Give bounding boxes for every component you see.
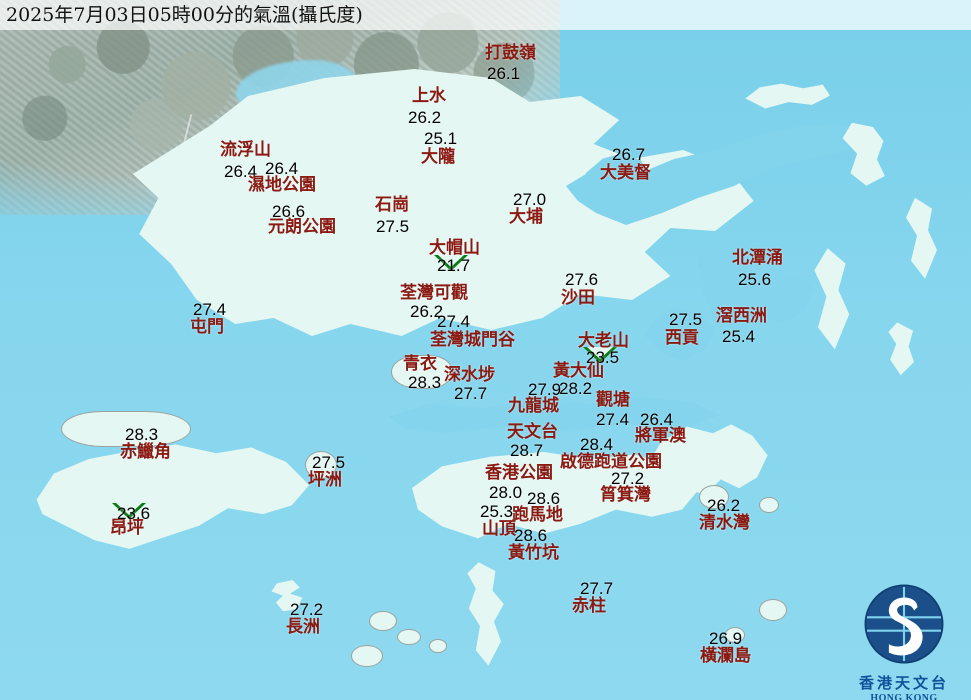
station-temperature-value: 27.5 [376,217,410,236]
station-name: 長洲 [286,617,320,637]
station-temperature-value: 23.6 [117,504,151,523]
station-temperature-value: 26.4 [224,162,258,181]
station-temperature-value: 26.4 [640,410,674,429]
hko-logo: 香港天文台 HONG KONG OBSERVATORY [841,582,967,700]
station-name: 打鼓嶺 [485,43,536,63]
chek-lap-kok-landmass [62,412,190,446]
station-name: 屯門 [190,317,224,337]
station-name: 香港公園 [485,463,553,483]
station-name: 赤鱲角 [120,442,171,462]
station-temperature-value: 27.4 [596,410,630,429]
station-name: 觀塘 [596,390,630,410]
station-temperature-value: 26.2 [408,108,442,127]
station-temperature-value: 27.6 [565,270,599,289]
station-temperature-value: 25.1 [424,129,458,148]
station-temperature-value: 21.7 [437,256,471,275]
hko-logo-english: HONG KONG OBSERVATORY [870,693,938,700]
station-name: 筲箕灣 [600,485,651,505]
station-temperature-value: 26.2 [707,496,741,515]
station-temperature-value: 25.4 [722,327,756,346]
station-name: 青衣 [403,354,437,374]
station-name: 北潭涌 [732,248,783,268]
station-name: 橫瀾島 [700,646,751,666]
station-temperature-value: 27.0 [513,190,547,209]
station-temperature-value: 28.0 [489,483,523,502]
station-name: 九龍城 [508,396,559,416]
station-temperature-value: 26.6 [272,202,306,221]
station-temperature-value: 28.6 [527,489,561,508]
station-name: 將軍澳 [635,426,686,446]
station-name: 黃大仙 [553,361,604,381]
station-name: 流浮山 [220,140,271,160]
station-temperature-value: 28.7 [510,441,544,460]
hko-logo-chinese: 香港天文台 [858,674,949,692]
station-name: 沙田 [561,288,595,308]
station-name: 昂坪 [110,518,144,538]
station-temperature-value: 28.3 [125,425,159,444]
station-temperature-value: 27.7 [454,384,488,403]
station-name: 上水 [412,86,446,106]
island-small-a [700,486,728,508]
po-toi-island-small [726,628,744,642]
station-name: 啟德跑道公園 [560,452,662,472]
island-small-b [760,498,778,512]
station-temperature-value: 27.7 [580,579,614,598]
station-name: 石崗 [375,195,409,215]
station-temperature-value: 25.3 [480,502,514,521]
title-bar: 2025年7月03日05時00分的氣溫(攝氏度) [0,0,971,30]
station-name: 大帽山 [429,238,480,258]
station-name: 大美督 [600,163,651,183]
station-temperature-value: 28.2 [559,379,593,398]
hko-emblem-icon [864,584,944,664]
station-temperature-value: 26.2 [410,302,444,321]
peng-chau-island [306,452,336,478]
station-temperature-value: 28.4 [580,435,614,454]
station-name: 大隴 [421,147,455,167]
station-temperature-value: 27.2 [611,469,645,488]
station-name: 滘西洲 [716,306,767,326]
station-temperature-value: 27.9 [528,380,562,399]
station-name: 天文台 [507,422,558,442]
island-small-c [370,612,396,630]
station-temperature-value: 27.5 [312,453,346,472]
station-name: 大埔 [509,207,543,227]
low-temperature-triangle-marker [434,255,468,271]
tsing-yi-landmass [392,356,452,388]
station-name: 濕地公園 [248,175,316,195]
station-temperature-value: 27.5 [669,310,703,329]
station-temperature-value: 27.2 [290,600,324,619]
station-temperature-value: 25.6 [738,270,772,289]
station-name: 山頂 [482,519,516,539]
station-name: 大老山 [578,331,629,351]
station-name: 西貢 [665,328,699,348]
po-toi-island [760,600,786,620]
page-title: 2025年7月03日05時00分的氣溫(攝氏度) [6,3,363,26]
station-name: 黃竹坑 [508,543,559,563]
station-temperature-value: 23.5 [586,348,620,367]
station-temperature-value: 26.7 [612,145,646,164]
station-name: 坪洲 [308,470,342,490]
station-name: 深水埗 [444,365,495,385]
low-temperature-triangle-marker [583,347,617,363]
station-name: 荃灣城門谷 [430,330,515,350]
station-temperature-value: 28.3 [408,373,442,392]
station-temperature-value: 27.4 [437,312,471,331]
station-name: 荃灣可觀 [400,283,468,303]
station-temperature-value: 26.4 [265,159,299,178]
station-temperature-value: 27.4 [193,300,227,319]
station-name: 赤柱 [572,596,606,616]
station-temperature-value: 26.9 [709,629,743,648]
station-name: 跑馬地 [512,505,563,525]
island-small-f [430,640,446,652]
station-name: 元朗公園 [268,217,336,237]
station-temperature-value: 26.1 [487,64,521,83]
station-temperature-value: 28.6 [514,526,548,545]
island-small-e [352,646,382,666]
island-small-d [398,630,420,644]
low-temperature-triangle-marker [112,503,146,519]
station-name: 清水灣 [699,513,750,533]
